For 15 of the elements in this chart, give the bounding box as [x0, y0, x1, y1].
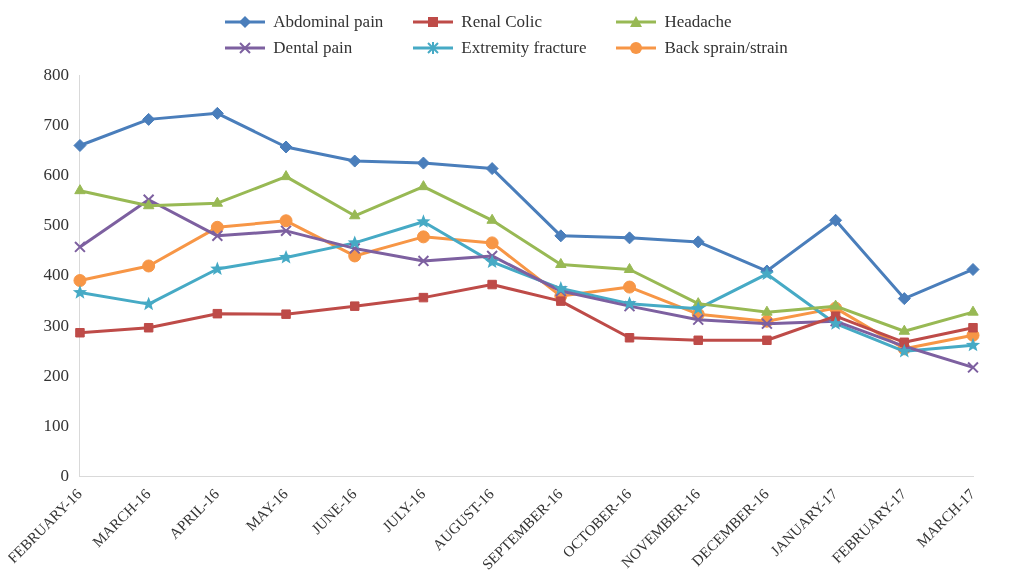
y-tick-label: 100 [43, 416, 69, 436]
y-tick-label: 0 [60, 466, 69, 486]
legend-label: Dental pain [273, 38, 353, 58]
y-tick-label: 400 [43, 265, 69, 285]
legend-label: Abdominal pain [273, 12, 384, 32]
y-tick-label: 800 [43, 64, 69, 84]
legend-label: Extremity fracture [461, 38, 587, 58]
y-tick-label: 600 [43, 165, 69, 185]
y-tick-label: 200 [43, 365, 69, 385]
y-tick-label: 300 [43, 315, 69, 335]
y-tick-label: 500 [43, 215, 69, 235]
legend-label: Renal Colic [461, 12, 543, 32]
y-tick-label: 700 [43, 114, 69, 134]
legend-label: Headache [664, 12, 732, 32]
legend-label: Back sprain/strain [664, 38, 788, 58]
